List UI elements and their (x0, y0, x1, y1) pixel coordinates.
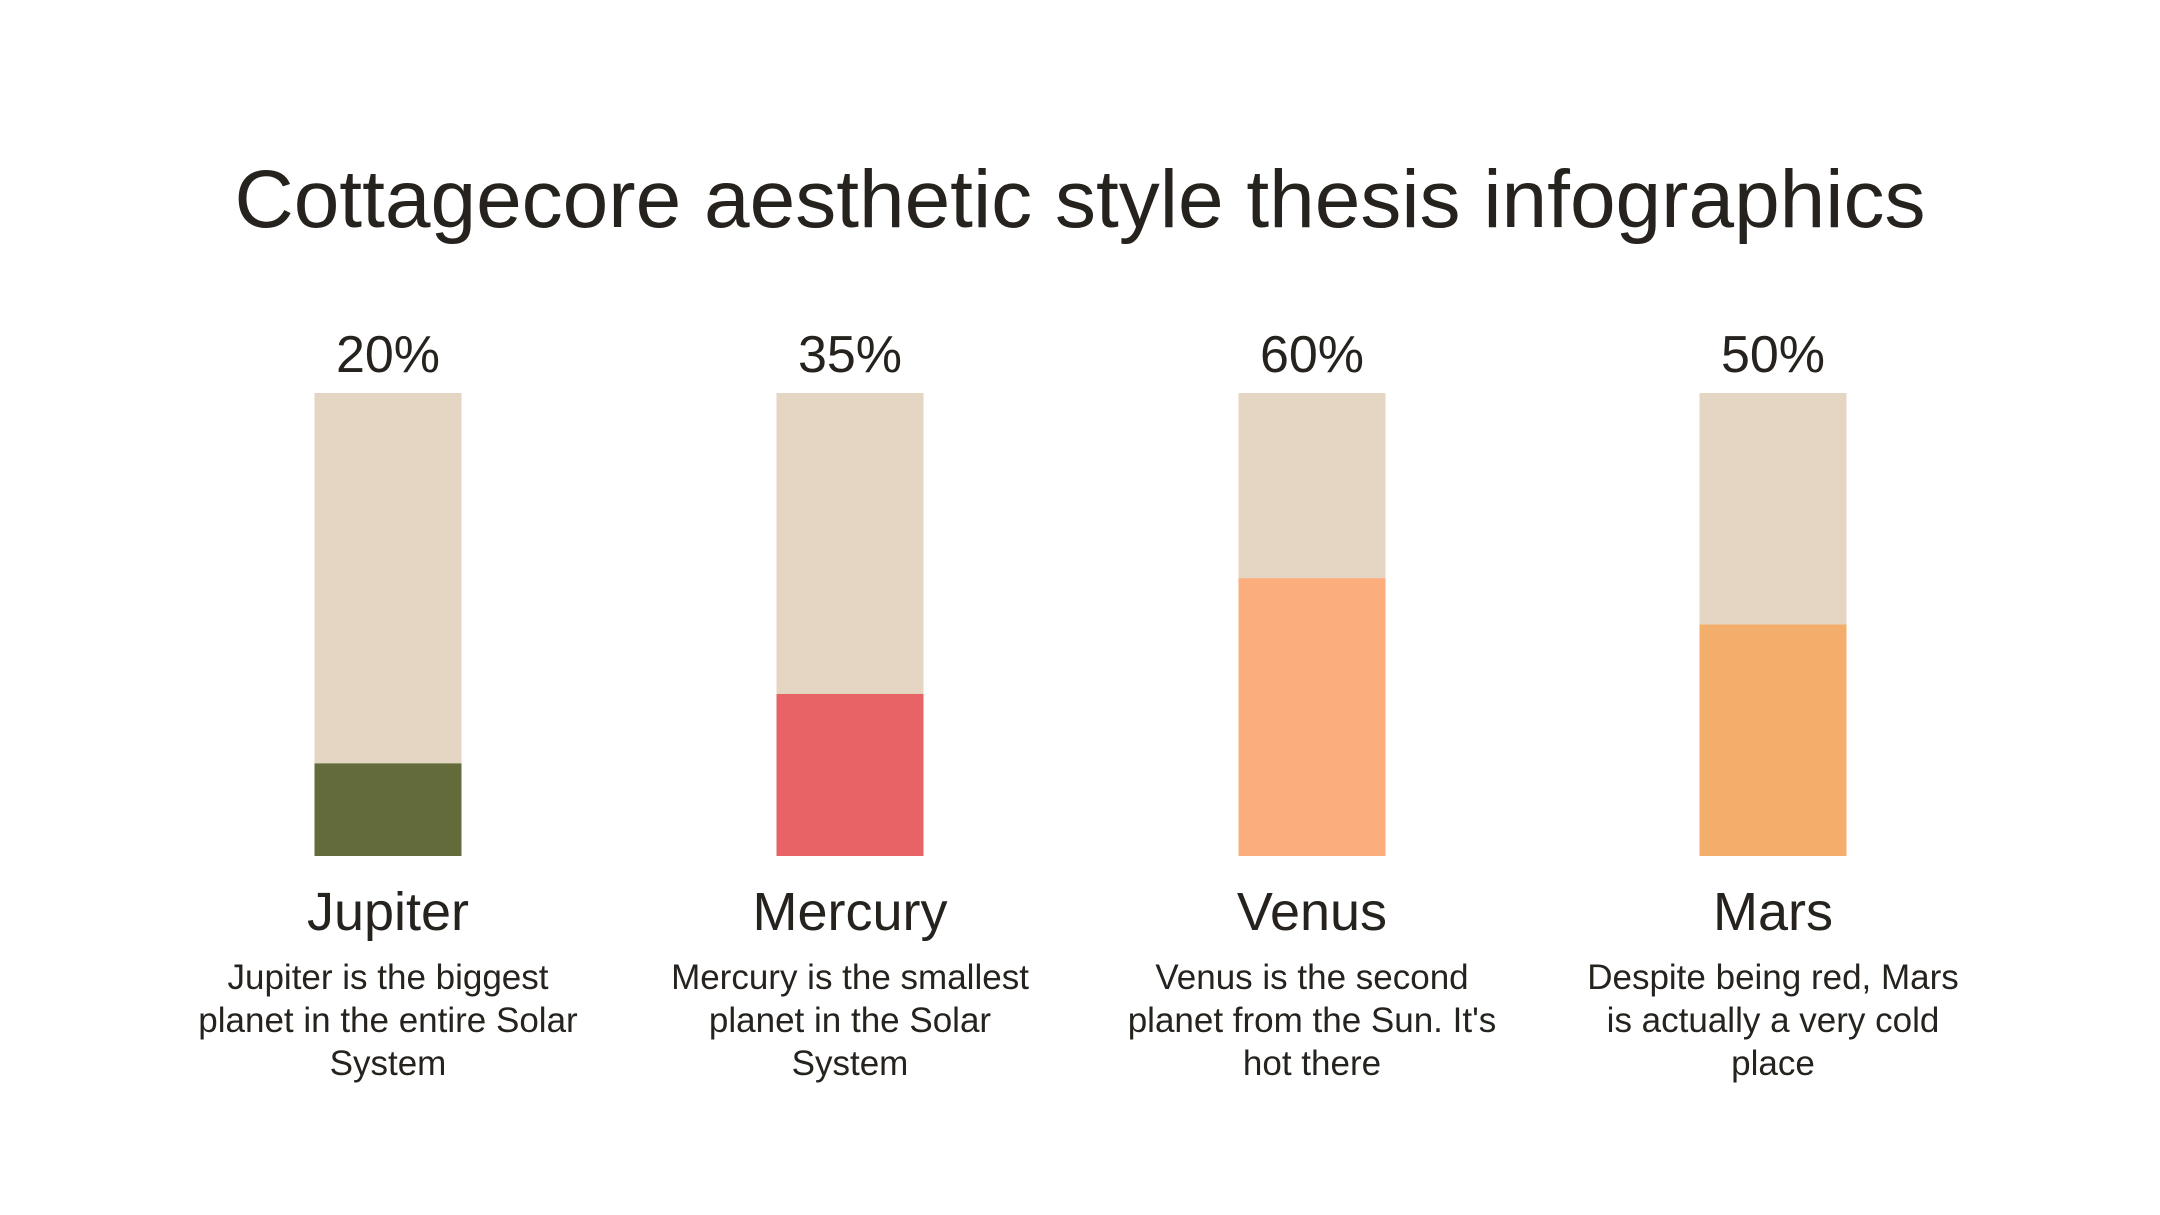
chart-title: Cottagecore aesthetic style thesis infog… (234, 154, 1926, 245)
bar (1699, 624, 1847, 856)
bar (314, 763, 462, 856)
category-label: Venus (1236, 882, 1388, 942)
category-label: Mercury (752, 882, 948, 942)
category-label: Jupiter (306, 882, 470, 942)
value-label: 60% (1259, 326, 1365, 384)
description: Despite being red, Mars is actually a ve… (1587, 958, 1959, 1083)
bar (776, 693, 924, 856)
value-label: 20% (335, 326, 441, 384)
value-label: 35% (797, 326, 903, 384)
description: Venus is the second planet from the Sun.… (1127, 958, 1497, 1083)
value-label: 50% (1720, 326, 1826, 384)
category-label: Mars (1713, 882, 1833, 942)
description: Mercury is the smallest planet in the So… (671, 958, 1029, 1083)
bar (1238, 578, 1386, 856)
description: Jupiter is the biggest planet in the ent… (198, 958, 578, 1083)
